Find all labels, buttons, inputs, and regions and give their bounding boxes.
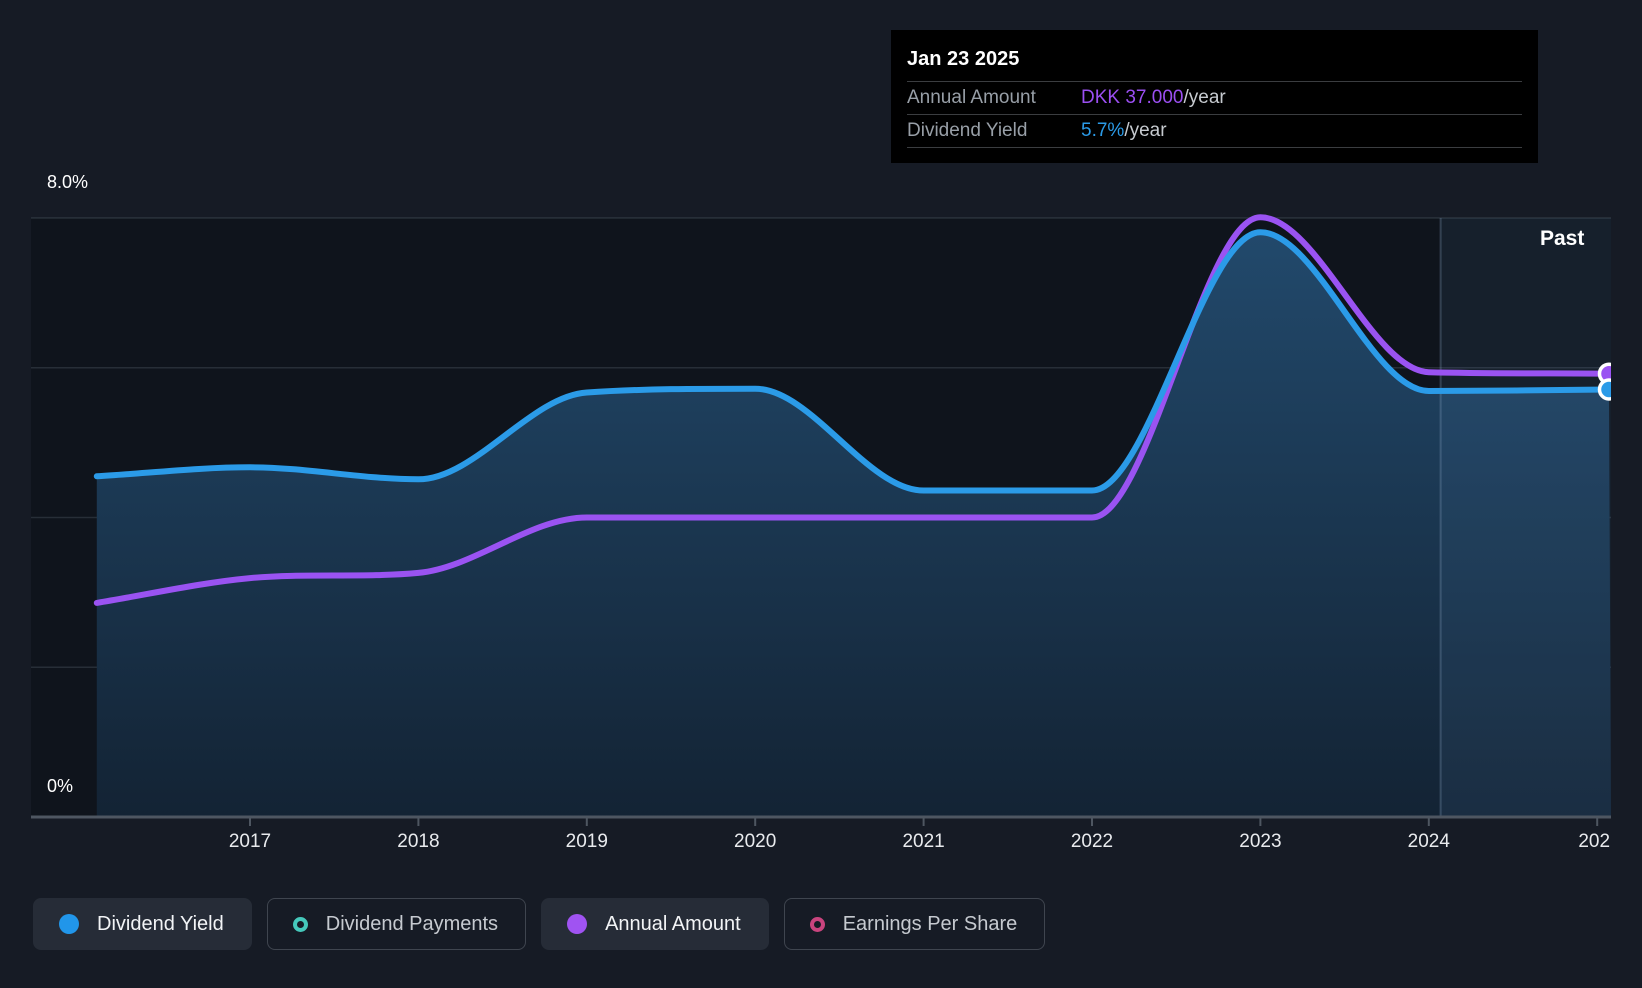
x-axis-label-2024: 2024 (1407, 831, 1450, 852)
tooltip-label: Dividend Yield (907, 120, 1028, 141)
past-region-highlight (1440, 218, 1611, 817)
tooltip-date: Jan 23 2025 (907, 42, 1522, 82)
tooltip-value: 5.7% (1081, 120, 1125, 141)
legend-label: Annual Amount (605, 912, 741, 935)
tooltip-suffix: /year (1124, 120, 1167, 141)
dividend-payments-ring-icon (292, 916, 308, 932)
x-axis-label-2019: 2019 (565, 831, 608, 852)
annual-amount-dot-icon (567, 914, 588, 934)
tooltip-row-dividend-yield: Dividend Yield 5.7% /year (907, 115, 1522, 148)
legend-label: Dividend Yield (97, 912, 224, 935)
y-axis-label-top: 8.0% (47, 172, 89, 192)
x-axis-label-2021: 2021 (902, 831, 945, 852)
x-axis-label-2022: 2022 (1070, 831, 1114, 852)
x-axis-label-2020: 2020 (734, 831, 777, 852)
dividend-yield-dot-icon (59, 914, 79, 934)
plot-right-edge-cover (1611, 0, 1642, 828)
x-axis-label-2025-clipped: 202 (1578, 831, 1611, 852)
earnings-per-share-ring-icon (809, 916, 825, 932)
legend-button-annual-amount[interactable]: Annual Amount (541, 898, 769, 950)
annual-amount-line (93, 214, 1612, 606)
tooltip-suffix: /year (1183, 87, 1226, 108)
x-axis-label-2017: 2017 (228, 831, 272, 852)
tooltip-value: DKK 37.000 (1081, 87, 1184, 108)
tooltip-row-annual-amount: Annual Amount DKK 37.000 /year (907, 82, 1522, 115)
past-region-label: Past (1540, 227, 1585, 250)
x-axis-label-2023: 2023 (1239, 831, 1282, 852)
legend-button-dividend-payments[interactable]: Dividend Payments (266, 898, 527, 950)
dividend-yield-line (93, 229, 1612, 494)
chart-legend: Dividend Yield Dividend Payments Annual … (33, 898, 1046, 950)
legend-button-dividend-yield[interactable]: Dividend Yield (33, 898, 252, 950)
x-axis-label-2018: 2018 (397, 831, 440, 852)
chart-tooltip: Jan 23 2025 Annual Amount DKK 37.000 /ye… (891, 30, 1538, 163)
y-axis-label-bottom: 0% (47, 776, 74, 796)
legend-label: Earnings Per Share (842, 912, 1018, 935)
dividend-yield-area-fill (96, 232, 1611, 817)
legend-label: Dividend Payments (325, 912, 499, 935)
legend-button-earnings-per-share[interactable]: Earnings Per Share (783, 898, 1046, 950)
tooltip-label: Annual Amount (907, 87, 1036, 108)
